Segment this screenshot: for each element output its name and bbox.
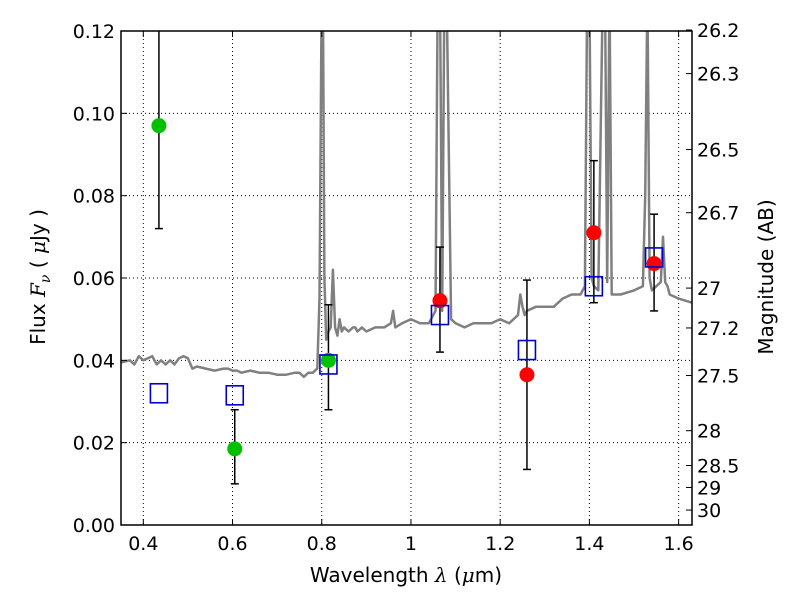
x-tick-label: 1.2	[485, 533, 515, 555]
data-point-red	[586, 225, 602, 241]
y-tick-label: 0.04	[73, 350, 115, 372]
y-tick-label: 0.02	[73, 433, 115, 455]
x-tick-label: 0.6	[217, 533, 247, 555]
y-tick-label: 0.00	[73, 515, 115, 537]
error-bar-layer	[154, 31, 659, 485]
x-tick-label: 0.4	[128, 533, 158, 555]
model-square	[644, 247, 664, 268]
spectrum-layer	[121, 31, 692, 379]
y2-tick-label: 26.3	[697, 64, 739, 86]
data-point-green	[227, 441, 243, 457]
y2-tick-label: 30	[697, 500, 721, 522]
y2-tick-label: 29	[697, 477, 721, 499]
model-square	[225, 385, 245, 406]
x-tick-label: 1.4	[574, 533, 604, 555]
data-point-red	[519, 367, 535, 383]
data-point-green	[320, 352, 336, 368]
axis-tick-labels: 0.4 0.6 0.8 1 1.2 1.4 1.6 0.00 0.02 0.04 0.06 0.08 0…	[73, 20, 740, 555]
data-point-red	[432, 293, 448, 309]
spectrum-line	[121, 31, 692, 379]
x-tick-label: 0.8	[307, 533, 337, 555]
data-point-green	[151, 118, 167, 134]
y2-axis-title: Magnitude (AB)	[754, 199, 778, 354]
y-tick-label: 0.12	[73, 21, 115, 43]
y2-tick-label: 26.7	[697, 203, 739, 225]
data-point-red	[646, 256, 662, 272]
y2-tick-label: 26.5	[697, 140, 739, 162]
y2-tick-label: 27.2	[697, 318, 739, 340]
marker-layer	[149, 118, 664, 457]
x-tick-label: 1	[405, 533, 417, 555]
axis-ticks	[121, 29, 692, 526]
model-square	[319, 354, 338, 375]
y2-tick-label: 27	[697, 278, 721, 300]
y-tick-label: 0.06	[73, 268, 115, 290]
y-axis-title: Flux Fν ( μJy )	[26, 209, 54, 345]
x-tick-label: 1.6	[664, 533, 694, 555]
y-tick-label: 0.10	[73, 103, 115, 125]
y2-tick-label: 27.5	[697, 366, 739, 388]
y2-tick-label: 28.5	[697, 455, 739, 477]
x-axis-title: Wavelength λ (μm)	[310, 563, 502, 587]
y-tick-label: 0.08	[73, 186, 115, 208]
y2-tick-label: 28	[697, 421, 721, 443]
model-square	[517, 339, 537, 361]
model-square	[430, 304, 450, 326]
model-square	[584, 275, 604, 297]
y2-tick-label: 26.2	[697, 20, 739, 42]
model-square	[149, 382, 169, 404]
